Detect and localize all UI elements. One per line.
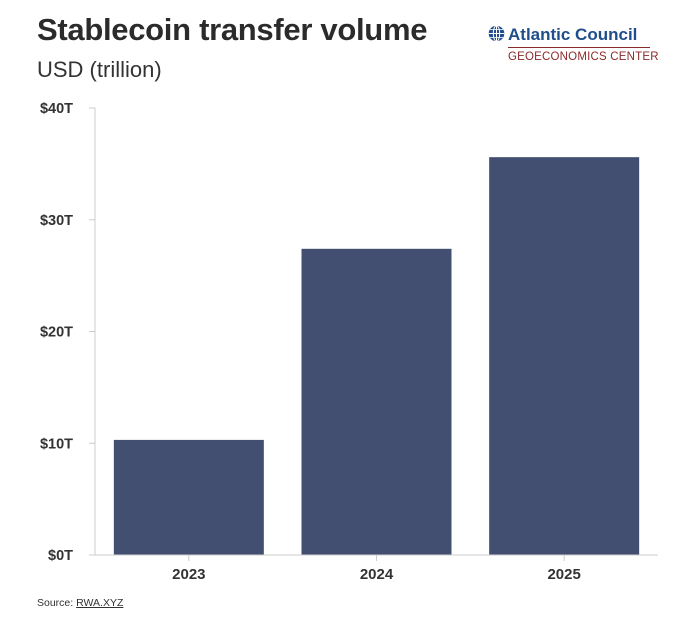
source-note: Source: RWA.XYZ [37, 597, 123, 609]
x-tick-label: 2023 [172, 566, 205, 583]
source-label: Source: [37, 597, 74, 609]
bars [113, 157, 640, 556]
globe-icon [488, 25, 505, 42]
y-tick-label: $30T [40, 213, 73, 229]
atlantic-council-logo[interactable]: Atlantic Council GEOECONOMICS CENTER [488, 22, 659, 70]
bar-2025 [489, 157, 640, 556]
chart-title: Stablecoin transfer volume [37, 12, 428, 47]
logo-divider [508, 47, 650, 48]
y-axis: $0T $10T $20T $30T $40T [40, 101, 96, 564]
logo-name: Atlantic Council [508, 25, 638, 44]
source-link[interactable]: RWA.XYZ [76, 597, 124, 609]
x-axis: 2023 2024 2025 [95, 554, 658, 583]
bar-2024 [301, 248, 452, 555]
chart-subtitle: USD (trillion) [37, 57, 162, 82]
bar-chart: $0T $10T $20T $30T $40T 2023 2024 2025 [40, 101, 658, 583]
logo-center-name: GEOECONOMICS CENTER [508, 51, 659, 63]
y-tick-label: $10T [40, 436, 73, 452]
y-tick-label: $0T [48, 548, 73, 564]
y-tick-label: $40T [40, 101, 73, 117]
bar-2023 [113, 439, 264, 555]
x-tick-label: 2024 [360, 566, 394, 583]
y-tick-label: $20T [40, 325, 73, 341]
x-tick-label: 2025 [547, 566, 580, 583]
